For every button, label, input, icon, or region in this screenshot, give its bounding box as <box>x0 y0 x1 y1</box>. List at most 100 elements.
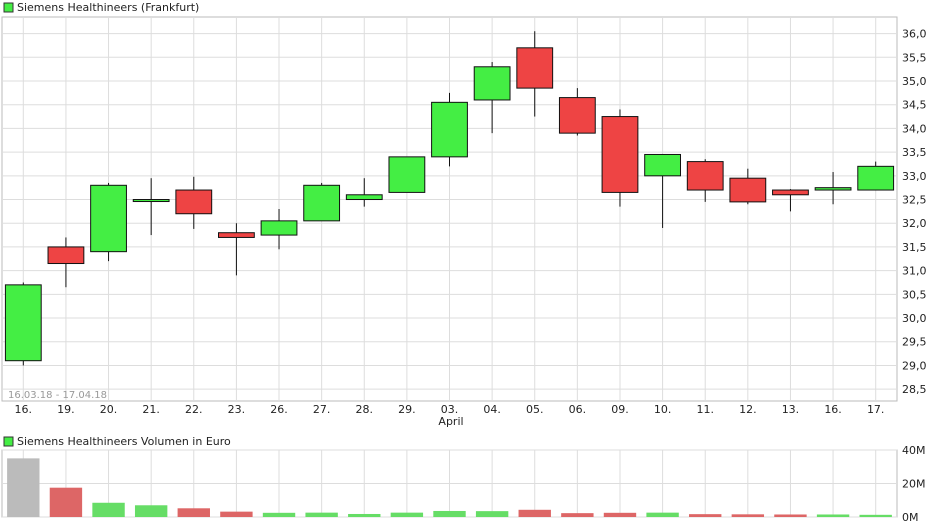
price-y-tick-label: 29,0 <box>902 359 927 372</box>
price-x-tick-label: 13. <box>782 403 800 416</box>
candle-body <box>558 97 596 134</box>
price-legend-swatch <box>3 2 14 13</box>
price-x-tick-label: 16. <box>15 403 33 416</box>
volume-bar <box>689 514 722 517</box>
price-y-tick-label: 31,0 <box>902 265 927 278</box>
price-y-tick-label: 31,5 <box>902 241 927 254</box>
price-y-tick-label: 35,5 <box>902 51 927 64</box>
candle-body <box>303 184 341 222</box>
volume-bar <box>305 512 338 517</box>
volume-bar <box>433 510 466 517</box>
price-x-tick-label: 22. <box>185 403 203 416</box>
price-y-tick-label: 34,0 <box>902 122 927 135</box>
volume-bar <box>177 508 210 517</box>
volume-bar <box>92 502 125 517</box>
price-y-tick-label: 33,0 <box>902 170 927 183</box>
candle-body <box>132 199 170 203</box>
candle <box>90 182 127 262</box>
volume-bar <box>518 509 551 517</box>
price-x-tick-label: 20. <box>100 403 118 416</box>
volume-bar <box>134 505 168 517</box>
volume-bar <box>49 487 83 517</box>
price-x-axis: 16. 19. 20. 21. 22. 23. 26. 27. 28. 29. 03. 04. 05. 0… <box>15 403 885 416</box>
candle <box>175 176 213 229</box>
price-x-tick-label: 09. <box>611 403 629 416</box>
candle-body <box>345 194 383 201</box>
volume-y-tick-label: 20M <box>902 478 926 491</box>
price-x-tick-label: 10. <box>654 403 672 416</box>
price-x-tick-label: 16. <box>824 403 842 416</box>
candle-body <box>260 220 298 236</box>
price-y-tick-label: 30,0 <box>902 312 927 325</box>
candle <box>303 182 341 222</box>
candle <box>601 109 639 207</box>
price-y-tick-label: 34,5 <box>902 99 927 112</box>
volume-bars <box>7 458 892 517</box>
volume-bar <box>603 512 637 517</box>
candle <box>857 161 895 191</box>
volume-bar <box>774 514 807 517</box>
candle-body <box>218 232 255 238</box>
price-y-tick-label: 30,5 <box>902 288 927 301</box>
volume-bar <box>859 514 892 517</box>
month-label: April <box>438 415 463 428</box>
candle <box>345 178 383 207</box>
candle-body <box>729 177 767 203</box>
price-x-tick-label: 12. <box>739 403 757 416</box>
price-y-tick-label: 28,5 <box>902 383 927 396</box>
volume-bar <box>816 514 850 517</box>
candle-body <box>473 66 511 101</box>
volume-bar <box>646 512 679 517</box>
candle <box>388 156 426 193</box>
volume-bar <box>220 511 253 517</box>
candle-body <box>601 116 639 193</box>
price-x-tick-label: 26. <box>270 403 288 416</box>
candle <box>4 282 42 366</box>
price-legend-label: Siemens Healthineers (Frankfurt) <box>17 1 199 14</box>
candle <box>473 62 511 134</box>
candle <box>47 237 85 288</box>
candle <box>686 159 724 202</box>
candle <box>218 223 255 276</box>
price-x-tick-label: 11. <box>696 403 714 416</box>
price-x-tick-label: 21. <box>142 403 160 416</box>
price-y-tick-label: 36,0 <box>902 28 927 41</box>
price-x-tick-label: 28. <box>356 403 374 416</box>
date-range-label: 16.03.18 - 17.04.18 <box>8 390 107 401</box>
volume-legend-label: Siemens Healthineers Volumen in Euro <box>17 435 231 448</box>
volume-bar <box>348 513 381 517</box>
price-x-tick-label: 29. <box>398 403 416 416</box>
candle <box>260 209 298 250</box>
candle-body <box>644 153 681 177</box>
candle <box>558 88 596 136</box>
candle-body <box>857 165 895 191</box>
volume-bar <box>7 458 40 517</box>
candle-body <box>516 47 554 89</box>
price-x-tick-label: 03. <box>441 403 459 416</box>
price-x-tick-label: 23. <box>228 403 246 416</box>
price-y-tick-label: 33,5 <box>902 146 927 159</box>
price-x-tick-label: 27. <box>313 403 331 416</box>
candle-body <box>4 284 42 362</box>
volume-bar <box>262 512 296 517</box>
candle <box>772 189 809 212</box>
volume-bar <box>561 513 594 517</box>
volume-bar <box>390 512 424 517</box>
volume-y-tick-label: 40M <box>902 444 926 457</box>
candle-body <box>772 189 809 196</box>
volume-y-tick-label: 0M <box>902 511 919 524</box>
price-y-tick-label: 32,0 <box>902 217 927 230</box>
price-x-tick-label: 17. <box>867 403 885 416</box>
price-x-tick-label: 04. <box>483 403 501 416</box>
candle-body <box>686 161 724 191</box>
volume-bar <box>475 511 509 517</box>
candle-body <box>90 184 127 253</box>
candle <box>814 172 852 205</box>
price-x-tick-label: 06. <box>569 403 587 416</box>
price-y-tick-label: 29,5 <box>902 336 927 349</box>
price-y-axis: 28,5 29,0 29,5 30,0 30,5 31,0 31,5 32,0 32,5 33,0… <box>902 28 927 397</box>
price-y-tick-label: 32,5 <box>902 194 927 207</box>
volume-bar <box>731 514 765 517</box>
candle <box>431 92 468 167</box>
